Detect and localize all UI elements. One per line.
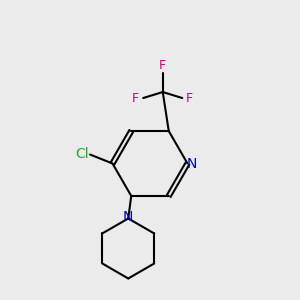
Text: N: N <box>123 210 134 224</box>
Text: F: F <box>159 58 166 71</box>
Text: Cl: Cl <box>76 148 89 161</box>
Text: N: N <box>186 157 197 170</box>
Text: F: F <box>186 92 193 104</box>
Text: F: F <box>132 92 139 104</box>
